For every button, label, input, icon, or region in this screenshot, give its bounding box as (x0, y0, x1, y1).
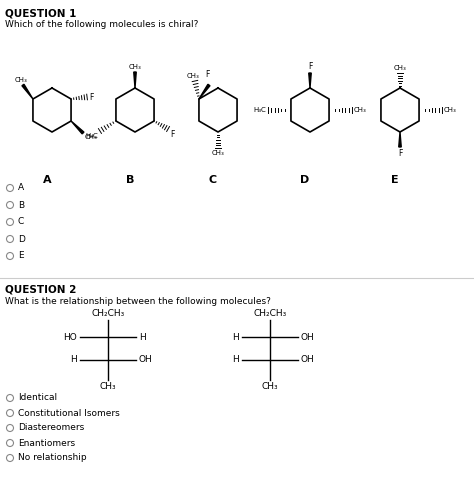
Text: Constitutional Isomers: Constitutional Isomers (18, 408, 120, 418)
Text: H₃C: H₃C (253, 107, 266, 113)
Text: F: F (170, 130, 174, 139)
Text: CH₃: CH₃ (354, 107, 367, 113)
Text: OH: OH (301, 356, 315, 364)
Polygon shape (399, 132, 401, 147)
Text: CH₂CH₃: CH₂CH₃ (91, 309, 125, 318)
Text: Identical: Identical (18, 394, 57, 402)
Text: HO: HO (63, 332, 77, 342)
Text: A: A (18, 184, 24, 192)
Polygon shape (134, 72, 136, 88)
Text: CH₃: CH₃ (444, 107, 457, 113)
Text: F: F (308, 62, 312, 71)
Text: CH₃: CH₃ (211, 150, 224, 156)
Text: QUESTION 1: QUESTION 1 (5, 8, 76, 18)
Text: OH: OH (301, 332, 315, 342)
Text: C: C (209, 175, 217, 185)
Text: QUESTION 2: QUESTION 2 (5, 285, 76, 295)
Text: CH₃: CH₃ (393, 65, 406, 71)
Text: D: D (301, 175, 310, 185)
Text: F: F (398, 149, 402, 158)
Text: CH₃: CH₃ (262, 382, 278, 391)
Polygon shape (199, 84, 210, 99)
Text: Diastereomers: Diastereomers (18, 424, 84, 432)
Text: Enantiomers: Enantiomers (18, 438, 75, 448)
Text: OH: OH (139, 356, 153, 364)
Text: CH₂CH₃: CH₂CH₃ (254, 309, 287, 318)
Text: H: H (70, 356, 77, 364)
Text: CH₃: CH₃ (187, 73, 200, 79)
Text: F: F (205, 70, 210, 79)
Text: D: D (18, 234, 25, 244)
Text: H: H (232, 332, 239, 342)
Text: Which of the following molecules is chiral?: Which of the following molecules is chir… (5, 20, 199, 29)
Text: CH₃: CH₃ (100, 382, 116, 391)
Text: F: F (89, 92, 93, 102)
Text: A: A (43, 175, 51, 185)
Text: What is the relationship between the following molecules?: What is the relationship between the fol… (5, 297, 271, 306)
Text: H: H (232, 356, 239, 364)
Text: E: E (391, 175, 399, 185)
Text: CH₃: CH₃ (128, 64, 141, 70)
Polygon shape (309, 73, 311, 88)
Text: H₃C: H₃C (85, 133, 98, 139)
Polygon shape (22, 84, 33, 99)
Text: No relationship: No relationship (18, 454, 87, 462)
Text: CH₃: CH₃ (85, 134, 98, 140)
Text: H: H (139, 332, 146, 342)
Polygon shape (71, 121, 84, 134)
Text: B: B (18, 200, 24, 209)
Text: C: C (18, 218, 24, 226)
Text: E: E (18, 252, 24, 260)
Text: B: B (126, 175, 134, 185)
Text: CH₃: CH₃ (15, 77, 27, 83)
